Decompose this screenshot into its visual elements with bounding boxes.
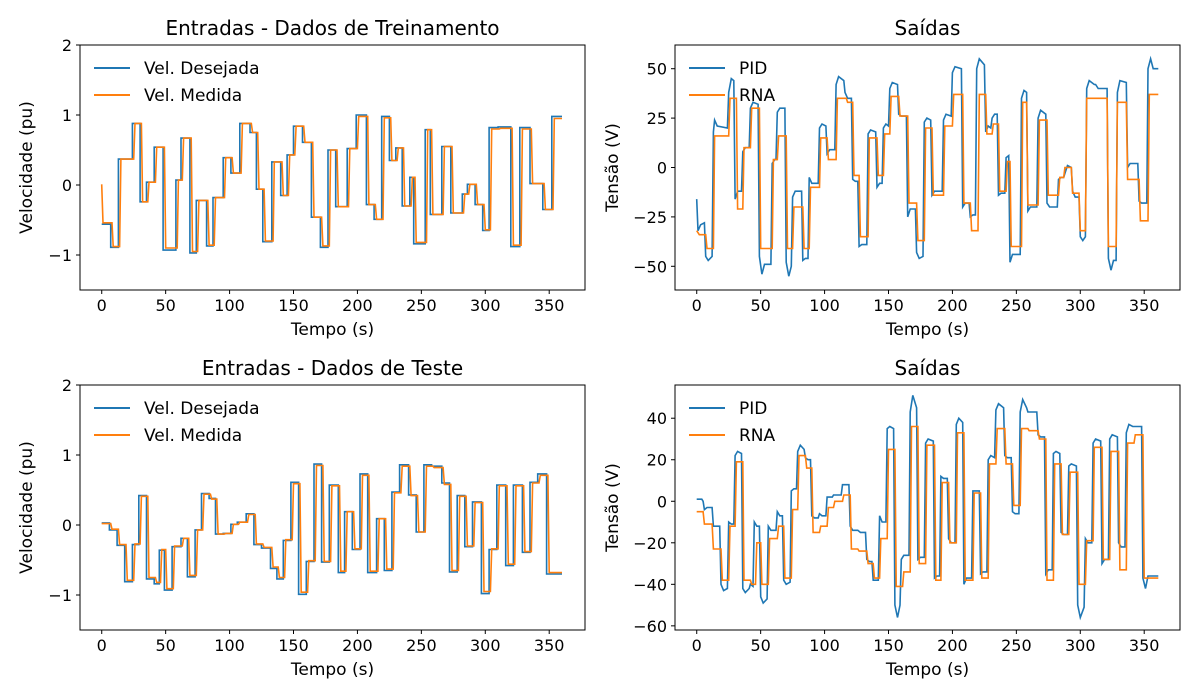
x-tick-label: 300 — [1065, 296, 1096, 315]
x-tick-label: 150 — [873, 636, 904, 655]
axes-frame — [674, 44, 1181, 291]
x-tick-label: 50 — [750, 636, 770, 655]
y-axis-label: Velocidade (pu) — [17, 101, 37, 234]
y-tick-label: 25 — [647, 109, 667, 128]
x-tick-label: 250 — [406, 636, 437, 655]
x-tick-label: 200 — [937, 636, 968, 655]
x-tick-label: 150 — [278, 636, 309, 655]
x-tick-label: 200 — [342, 636, 373, 655]
legend-label: Vel. Medida — [144, 426, 242, 446]
y-tick-label: 1 — [62, 446, 72, 465]
x-tick-label: 200 — [937, 296, 968, 315]
legend-label: Vel. Desejada — [144, 59, 260, 79]
x-tick-label: 350 — [534, 636, 565, 655]
y-tick-label: 2 — [62, 36, 72, 55]
y-tick-label: 40 — [647, 409, 667, 428]
y-tick-label: −25 — [633, 208, 667, 227]
x-tick-label: 250 — [1001, 636, 1032, 655]
y-tick-label: 0 — [62, 516, 72, 535]
y-tick-label: 0 — [657, 159, 667, 178]
x-axis-label: Tempo (s) — [885, 320, 969, 340]
legend: PID RNA — [689, 59, 776, 106]
axes-frame — [79, 384, 586, 631]
x-tick-label: 350 — [1129, 296, 1160, 315]
y-tick-label: −60 — [633, 617, 667, 636]
x-tick-label: 100 — [214, 636, 245, 655]
legend-label: RNA — [739, 86, 776, 106]
y-tick-label: −40 — [633, 575, 667, 594]
x-tick-label: 100 — [809, 296, 840, 315]
legend: Vel. Desejada Vel. Medida — [94, 399, 260, 446]
y-tick-label: 0 — [657, 492, 667, 511]
x-tick-label: 0 — [97, 636, 107, 655]
chart-title: Saídas — [895, 16, 961, 40]
x-tick-label: 300 — [1065, 636, 1096, 655]
x-axis-label: Tempo (s) — [290, 320, 374, 340]
y-tick-label: −1 — [48, 246, 72, 265]
series-line-b — [696, 93, 1159, 250]
chart-panel-3: 0 50 100 150 200 250 300 350 −60 −40 −20 0 20 40 Saída… — [603, 356, 1181, 680]
legend-label: PID — [739, 399, 767, 419]
x-tick-label: 300 — [470, 296, 501, 315]
chart-title: Entradas - Dados de Treinamento — [165, 16, 499, 40]
x-tick-label: 350 — [1129, 636, 1160, 655]
y-tick-label: 0 — [62, 176, 72, 195]
chart-title: Saídas — [895, 356, 961, 380]
series-line-a — [101, 463, 562, 596]
chart-panel-0: 0 50 100 150 200 250 300 350 −1 0 1 2 Entradas - Dad… — [17, 16, 586, 340]
axes-frame — [79, 44, 586, 291]
x-tick-label: 50 — [155, 636, 175, 655]
y-axis-label: Velocidade (pu) — [17, 441, 37, 574]
x-tick-label: 350 — [534, 296, 565, 315]
series-line-b — [101, 464, 562, 593]
x-axis-label: Tempo (s) — [290, 660, 374, 680]
y-tick-label: 1 — [62, 106, 72, 125]
series-line-a — [101, 114, 562, 254]
y-tick-label: −20 — [633, 534, 667, 553]
x-tick-label: 50 — [750, 296, 770, 315]
x-tick-label: 100 — [214, 296, 245, 315]
chart-panel-2: 0 50 100 150 200 250 300 350 −1 0 1 2 Entradas - Dad… — [17, 356, 586, 680]
y-axis-label: Tensão (V) — [603, 463, 623, 553]
legend: Vel. Desejada Vel. Medida — [94, 59, 260, 106]
legend: PID RNA — [689, 399, 776, 446]
legend-label: PID — [739, 59, 767, 79]
x-tick-label: 250 — [406, 296, 437, 315]
series-line-a — [696, 395, 1159, 621]
legend-label: Vel. Desejada — [144, 399, 260, 419]
chart-panel-1: 0 50 100 150 200 250 300 350 −50 −25 0 25 50 Saídas Te… — [603, 16, 1181, 340]
x-tick-label: 0 — [97, 296, 107, 315]
legend-label: Vel. Medida — [144, 86, 242, 106]
legend-label: RNA — [739, 426, 776, 446]
x-tick-label: 150 — [873, 296, 904, 315]
y-tick-label: 20 — [647, 451, 667, 470]
series-line-b — [696, 425, 1159, 588]
x-tick-label: 300 — [470, 636, 501, 655]
chart-title: Entradas - Dados de Teste — [202, 356, 463, 380]
y-tick-label: 2 — [62, 376, 72, 395]
x-tick-label: 0 — [692, 636, 702, 655]
x-tick-label: 0 — [692, 296, 702, 315]
series-line-b — [100, 115, 562, 253]
x-tick-label: 200 — [342, 296, 373, 315]
x-tick-label: 150 — [278, 296, 309, 315]
x-axis-label: Tempo (s) — [885, 660, 969, 680]
y-tick-label: −1 — [48, 586, 72, 605]
y-tick-label: 50 — [647, 60, 667, 79]
y-tick-label: −50 — [633, 257, 667, 276]
x-tick-label: 100 — [809, 636, 840, 655]
x-tick-label: 250 — [1001, 296, 1032, 315]
x-tick-label: 50 — [155, 296, 175, 315]
y-axis-label: Tensão (V) — [603, 123, 623, 213]
axes-frame — [674, 384, 1181, 631]
